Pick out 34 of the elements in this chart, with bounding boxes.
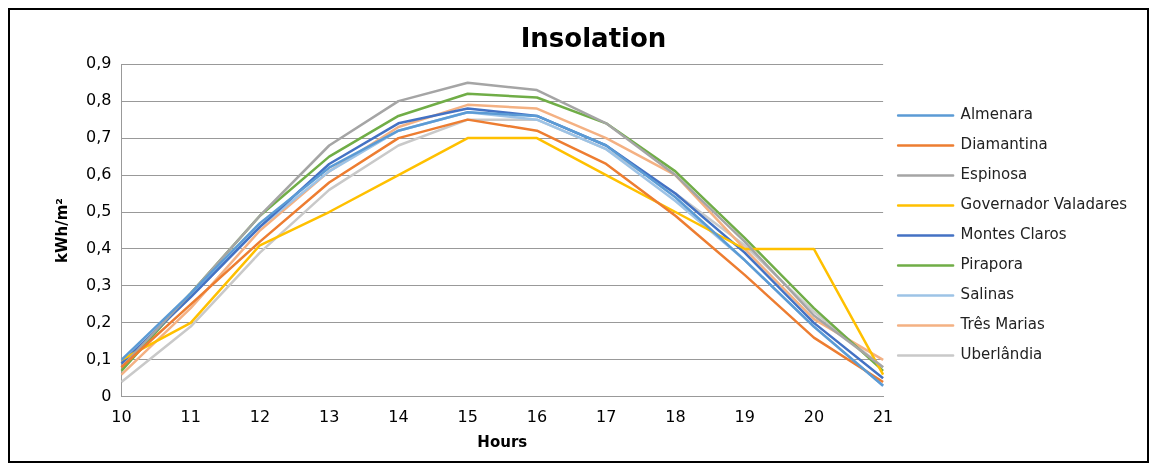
legend-label: Montes Claros [960,225,1067,244]
x-axis-title: Hours [477,432,528,451]
y-axis-title: kWh/m² [52,198,71,263]
x-tick-label: 20 [803,406,825,426]
x-tick-label: 21 [872,406,894,426]
y-tick-label: 0,8 [85,90,112,110]
legend-label: Almenara [960,105,1033,124]
legend-label: Uberlândia [960,345,1043,364]
x-tick-label: 12 [249,406,271,426]
y-tick-label: 0,1 [85,349,112,368]
legend-label: Três Marias [959,315,1045,334]
y-tick-label: 0,6 [85,164,112,184]
legend-label: Pirapora [960,255,1023,274]
x-tick-label: 17 [595,406,617,426]
legend-label: Diamantina [960,135,1048,154]
y-tick-label: 0,7 [85,127,112,147]
y-tick-label: 0,2 [85,312,112,332]
x-tick-label: 15 [457,406,478,426]
y-tick-label: 0 [101,385,112,405]
y-tick-label: 0,5 [85,201,112,221]
legend-label: Espinosa [960,165,1028,184]
legend-label: Governador Valadares [960,195,1128,214]
y-tick-label: 0,3 [85,275,112,295]
chart-title: Insolation [520,23,667,54]
y-tick-label: 0,4 [85,238,112,258]
x-tick-label: 13 [318,406,340,426]
x-tick-label: 18 [665,406,686,426]
y-tick-label: 0,9 [85,53,112,73]
legend-label: Salinas [960,285,1015,304]
x-tick-label: 14 [388,406,409,426]
x-tick-label: 11 [180,406,201,426]
x-tick-label: 16 [526,406,548,426]
x-tick-label: 19 [734,406,755,426]
x-tick-label: 10 [111,406,132,426]
